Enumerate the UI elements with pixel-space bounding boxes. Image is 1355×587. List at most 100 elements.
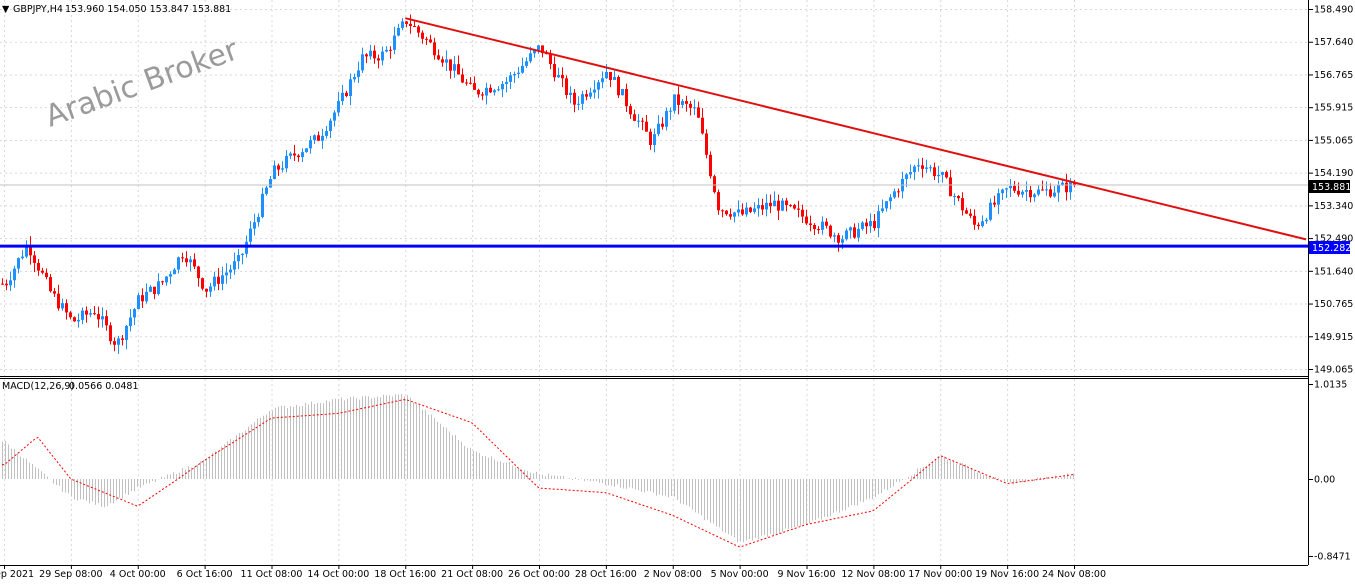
bearish-candle[interactable] — [437, 55, 440, 60]
bearish-candle[interactable] — [345, 92, 348, 97]
bullish-candle[interactable] — [509, 75, 512, 82]
bullish-candle[interactable] — [133, 309, 136, 318]
bearish-candle[interactable] — [977, 224, 980, 227]
bullish-candle[interactable] — [589, 92, 592, 97]
bearish-candle[interactable] — [433, 42, 436, 56]
bullish-candle[interactable] — [833, 235, 836, 237]
bullish-candle[interactable] — [1037, 189, 1040, 195]
bullish-candle[interactable] — [1025, 190, 1028, 192]
bearish-candle[interactable] — [921, 165, 924, 169]
bullish-candle[interactable] — [673, 94, 676, 111]
bullish-candle[interactable] — [577, 103, 580, 105]
bearish-candle[interactable] — [793, 205, 796, 209]
bearish-candle[interactable] — [1017, 190, 1020, 195]
bullish-candle[interactable] — [1009, 185, 1012, 189]
bearish-candle[interactable] — [641, 120, 644, 122]
bullish-candle[interactable] — [753, 208, 756, 212]
bullish-candle[interactable] — [445, 59, 448, 63]
bearish-candle[interactable] — [153, 286, 156, 295]
bullish-candle[interactable] — [329, 120, 332, 132]
bearish-candle[interactable] — [93, 313, 96, 315]
bearish-candle[interactable] — [429, 39, 432, 43]
bullish-candle[interactable] — [605, 72, 608, 79]
bearish-candle[interactable] — [697, 107, 700, 118]
bullish-candle[interactable] — [533, 49, 536, 54]
bearish-candle[interactable] — [421, 32, 424, 39]
bullish-candle[interactable] — [885, 201, 888, 209]
bearish-candle[interactable] — [185, 258, 188, 263]
bullish-candle[interactable] — [989, 202, 992, 220]
bearish-candle[interactable] — [741, 209, 744, 215]
bullish-candle[interactable] — [953, 196, 956, 198]
bullish-candle[interactable] — [301, 152, 304, 158]
bullish-candle[interactable] — [821, 221, 824, 230]
bullish-candle[interactable] — [137, 295, 140, 310]
bullish-candle[interactable] — [925, 167, 928, 169]
bullish-candle[interactable] — [781, 200, 784, 211]
bullish-candle[interactable] — [237, 255, 240, 262]
bearish-candle[interactable] — [1049, 189, 1052, 197]
bearish-candle[interactable] — [713, 176, 716, 193]
bearish-candle[interactable] — [973, 215, 976, 225]
bullish-candle[interactable] — [669, 110, 672, 112]
bearish-candle[interactable] — [829, 225, 832, 237]
bullish-candle[interactable] — [265, 187, 268, 194]
bearish-candle[interactable] — [181, 257, 184, 259]
bullish-candle[interactable] — [1057, 185, 1060, 193]
bearish-candle[interactable] — [45, 272, 48, 278]
bullish-candle[interactable] — [281, 168, 284, 170]
bullish-candle[interactable] — [513, 74, 516, 76]
bearish-candle[interactable] — [797, 208, 800, 210]
bearish-candle[interactable] — [565, 78, 568, 95]
bullish-candle[interactable] — [221, 275, 224, 284]
bearish-candle[interactable] — [65, 303, 68, 313]
bullish-candle[interactable] — [893, 191, 896, 198]
bearish-candle[interactable] — [1013, 185, 1016, 191]
bearish-candle[interactable] — [121, 338, 124, 340]
bearish-candle[interactable] — [625, 88, 628, 107]
bearish-candle[interactable] — [677, 94, 680, 105]
bearish-candle[interactable] — [317, 135, 320, 141]
bullish-candle[interactable] — [525, 61, 528, 66]
bullish-candle[interactable] — [269, 179, 272, 188]
bullish-candle[interactable] — [285, 155, 288, 169]
bullish-candle[interactable] — [581, 94, 584, 104]
bullish-candle[interactable] — [257, 216, 260, 223]
bearish-candle[interactable] — [73, 317, 76, 322]
bearish-candle[interactable] — [617, 77, 620, 96]
bearish-candle[interactable] — [965, 210, 968, 214]
bullish-candle[interactable] — [453, 64, 456, 71]
bullish-candle[interactable] — [517, 72, 520, 75]
bullish-candle[interactable] — [17, 258, 20, 269]
bearish-candle[interactable] — [5, 283, 8, 286]
bearish-candle[interactable] — [477, 89, 480, 95]
bearish-candle[interactable] — [197, 266, 200, 279]
bearish-candle[interactable] — [113, 341, 116, 345]
bullish-candle[interactable] — [881, 208, 884, 212]
bearish-candle[interactable] — [481, 94, 484, 96]
bearish-candle[interactable] — [649, 131, 652, 146]
bullish-candle[interactable] — [349, 79, 352, 97]
bearish-candle[interactable] — [49, 277, 52, 292]
bullish-candle[interactable] — [225, 272, 228, 276]
bearish-candle[interactable] — [449, 59, 452, 71]
bullish-candle[interactable] — [745, 207, 748, 215]
bearish-candle[interactable] — [817, 229, 820, 231]
bullish-candle[interactable] — [941, 172, 944, 175]
bullish-candle[interactable] — [733, 212, 736, 217]
bearish-candle[interactable] — [205, 288, 208, 292]
bullish-candle[interactable] — [61, 303, 64, 309]
chart-menu-arrow-icon[interactable]: ▼ — [2, 4, 10, 15]
bullish-candle[interactable] — [981, 221, 984, 227]
bullish-candle[interactable] — [117, 338, 120, 345]
bearish-candle[interactable] — [277, 165, 280, 170]
bearish-candle[interactable] — [85, 310, 88, 315]
bearish-candle[interactable] — [53, 291, 56, 294]
bullish-candle[interactable] — [681, 101, 684, 105]
bearish-candle[interactable] — [609, 72, 612, 80]
bullish-candle[interactable] — [337, 101, 340, 113]
bullish-candle[interactable] — [1005, 188, 1008, 190]
bullish-candle[interactable] — [1053, 192, 1056, 197]
bearish-candle[interactable] — [633, 114, 636, 121]
bullish-candle[interactable] — [569, 92, 572, 95]
